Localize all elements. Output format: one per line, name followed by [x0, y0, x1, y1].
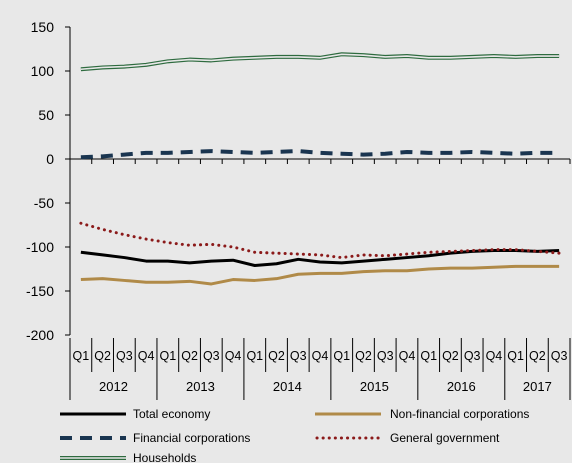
x-tick-label: Q3 — [290, 349, 307, 363]
legend-label: Total economy — [133, 407, 210, 421]
y-tick-label: 150 — [31, 19, 55, 35]
y-tick-label: 0 — [46, 151, 54, 167]
series-line-households-inner — [80, 53, 560, 71]
y-tick-label: -200 — [26, 327, 54, 343]
x-tick-label: Q2 — [442, 349, 459, 363]
x-tick-label: Q4 — [138, 349, 155, 363]
x-tick-label: Q3 — [377, 349, 394, 363]
year-label: 2016 — [447, 379, 476, 394]
year-label: 2015 — [360, 379, 389, 394]
legend-label: Financial corporations — [133, 431, 250, 445]
chart-axes: 150 100 50 0 -50 -100 -150 -200 — [26, 19, 571, 343]
x-tick-label: Q1 — [420, 349, 437, 363]
x-tick-label: Q3 — [551, 349, 568, 363]
legend-label: Non-financial corporations — [390, 407, 529, 421]
chart-series — [79, 52, 561, 286]
x-axis-quarters: Q1 Q2 Q3 Q4 Q1 Q2 Q3 Q4 Q1 Q2 Q3 Q4 Q1 Q2 Q3 Q4 Q1 Q2 Q3 Q4… — [69, 338, 571, 400]
x-tick-label: Q1 — [333, 349, 350, 363]
x-tick-label: Q4 — [312, 349, 329, 363]
x-tick-label: Q1 — [246, 349, 263, 363]
legend-label: General government — [390, 431, 500, 445]
year-label: 2017 — [523, 379, 552, 394]
x-tick-label: Q1 — [73, 349, 90, 363]
series-line-total-economy — [80, 249, 560, 267]
year-label: 2012 — [99, 379, 128, 394]
x-tick-label: Q3 — [203, 349, 220, 363]
x-tick-label: Q2 — [94, 349, 111, 363]
x-tick-label: Q4 — [225, 349, 242, 363]
x-tick-label: Q2 — [181, 349, 198, 363]
chart-legend: Total economy Non-financial corporations F… — [60, 407, 529, 463]
y-tick-label: -150 — [26, 283, 54, 299]
year-label: 2014 — [273, 379, 302, 394]
series-line-financial-corporations — [80, 149, 560, 160]
x-tick-label: Q3 — [464, 349, 481, 363]
y-tick-label: 50 — [38, 107, 54, 123]
x-tick-label: Q2 — [268, 349, 285, 363]
series-line-general-government — [79, 221, 561, 260]
x-tick-label: Q1 — [507, 349, 524, 363]
x-tick-label: Q4 — [399, 349, 416, 363]
x-tick-label: Q2 — [355, 349, 372, 363]
x-tick-label: Q3 — [116, 349, 133, 363]
y-tick-label: -50 — [34, 195, 54, 211]
y-tick-label: -100 — [26, 239, 54, 255]
legend-label: Households — [133, 451, 196, 463]
year-label: 2013 — [186, 379, 215, 394]
series-line-non-financial-corporations — [80, 264, 560, 286]
x-tick-label: Q4 — [486, 349, 503, 363]
y-tick-label: 100 — [31, 63, 55, 79]
x-tick-label: Q2 — [529, 349, 546, 363]
x-tick-label: Q1 — [159, 349, 176, 363]
